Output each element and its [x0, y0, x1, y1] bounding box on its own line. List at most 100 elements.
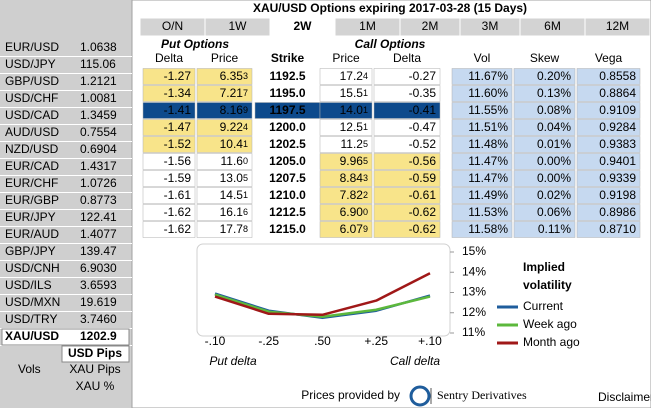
column-header: Price	[211, 51, 239, 65]
pair[interactable]: XAU/USD	[5, 329, 59, 343]
cell: 0.11%	[538, 222, 571, 236]
rate: 1.4317	[80, 159, 117, 173]
cell-bg	[319, 85, 373, 102]
rate: 6.9030	[80, 261, 117, 275]
pair[interactable]: USD/MXN	[5, 295, 60, 309]
cell: 1215.0	[269, 222, 306, 236]
cell-bg	[142, 187, 196, 204]
cell: -0.27	[409, 69, 437, 83]
pair[interactable]: EUR/CHF	[5, 176, 58, 190]
usd-pips-box	[61, 345, 130, 363]
cell-bg	[513, 221, 576, 238]
pair[interactable]: USD/CHF	[5, 91, 58, 105]
cell-bg	[319, 136, 373, 153]
cell-bg	[142, 102, 196, 119]
cell: 0.9284	[599, 120, 636, 134]
disclaimer[interactable]: Disclaimer	[598, 390, 651, 404]
cell-bg	[142, 204, 196, 221]
y-tick-label: 13%	[462, 285, 486, 299]
cell: -0.61	[409, 188, 437, 202]
cell-bg	[142, 221, 196, 238]
pair[interactable]: EUR/CAD	[5, 159, 59, 173]
cell-bg	[513, 68, 576, 85]
pair[interactable]: USD/JPY	[5, 57, 56, 71]
cell: 8.843	[340, 171, 368, 185]
rate: 0.6904	[80, 142, 117, 156]
tab-label[interactable]: 3M	[482, 19, 499, 33]
cell: -1.47	[164, 120, 192, 134]
legend-label: Week ago	[523, 317, 577, 331]
cell-bg	[196, 119, 253, 136]
pair[interactable]: USD/CNH	[5, 261, 60, 275]
cell-bg	[451, 119, 513, 136]
legend-title: Implied	[523, 260, 565, 274]
cell-bg	[373, 119, 441, 136]
cell-bg	[319, 221, 373, 238]
x-tick-label: +.25	[364, 334, 388, 348]
cell: -0.59	[409, 171, 437, 185]
cell-bg	[319, 102, 373, 119]
cell: 17.78	[220, 222, 248, 236]
cell: -1.59	[164, 171, 192, 185]
cell-bg	[576, 187, 641, 204]
cell-bg	[196, 102, 253, 119]
usd-pips[interactable]: USD Pips	[68, 346, 122, 360]
pair[interactable]: USD/CAD	[5, 108, 59, 122]
rate: 1.3459	[80, 108, 117, 122]
rate: 19.619	[80, 295, 117, 309]
cell-bg	[373, 85, 441, 102]
cell: 11.47%	[468, 171, 508, 185]
cell-bg	[513, 119, 576, 136]
cell: 6.079	[340, 222, 368, 236]
tab-label[interactable]: 1W	[229, 19, 248, 33]
pair[interactable]: EUR/USD	[5, 40, 59, 54]
pair[interactable]: EUR/AUD	[5, 227, 59, 241]
y-tick-label: 14%	[462, 264, 486, 278]
cell: -1.62	[164, 222, 192, 236]
pair[interactable]: GBP/USD	[5, 74, 59, 88]
cell: 1207.5	[269, 171, 306, 185]
cell: 7.217	[220, 86, 248, 100]
xau-pct[interactable]: XAU %	[76, 379, 115, 393]
cell: 8.169	[220, 103, 248, 117]
tab-label[interactable]: 6M	[544, 19, 561, 33]
cell-bg	[142, 136, 196, 153]
pair[interactable]: USD/TRY	[5, 312, 57, 326]
cell-bg	[373, 153, 441, 170]
cell-bg	[451, 85, 513, 102]
pair[interactable]: EUR/GBP	[5, 193, 59, 207]
pair[interactable]: EUR/JPY	[5, 210, 56, 224]
chart-frame	[196, 243, 451, 337]
cell: 16.16	[220, 205, 248, 219]
cell: 9.224	[220, 120, 248, 134]
tab-label[interactable]: O/N	[162, 19, 183, 33]
tab-label[interactable]: 1M	[359, 19, 376, 33]
cell: 0.00%	[537, 171, 571, 185]
pair[interactable]: AUD/USD	[5, 125, 59, 139]
cell-bg	[513, 136, 576, 153]
pair[interactable]: GBP/JPY	[5, 244, 56, 258]
tab[interactable]	[584, 17, 651, 37]
cell: 0.9109	[599, 103, 636, 117]
tab-label[interactable]: 12M	[606, 19, 629, 33]
cell: -1.34	[164, 86, 192, 100]
rate: 1.2121	[80, 74, 117, 88]
cell-bg	[373, 170, 441, 187]
cell-bg	[319, 204, 373, 221]
pair[interactable]: NZD/USD	[5, 142, 59, 156]
cell-bg	[373, 204, 441, 221]
x-tick-label: -.25	[258, 334, 279, 348]
cell: 0.8558	[599, 69, 636, 83]
rate: 1.0638	[80, 40, 117, 54]
pair[interactable]: USD/ILS	[5, 278, 52, 292]
cell: 1205.0	[269, 154, 306, 168]
tab-label[interactable]: 2M	[422, 19, 439, 33]
rate: 1.0726	[80, 176, 117, 190]
cell: 11.67%	[468, 69, 508, 83]
cell: 11.55%	[468, 103, 508, 117]
tab-label[interactable]: 2W	[294, 19, 313, 33]
cell: 0.04%	[537, 120, 571, 134]
cell-bg	[451, 153, 513, 170]
xau-pips[interactable]: XAU Pips	[69, 362, 120, 376]
cell-bg	[451, 102, 513, 119]
